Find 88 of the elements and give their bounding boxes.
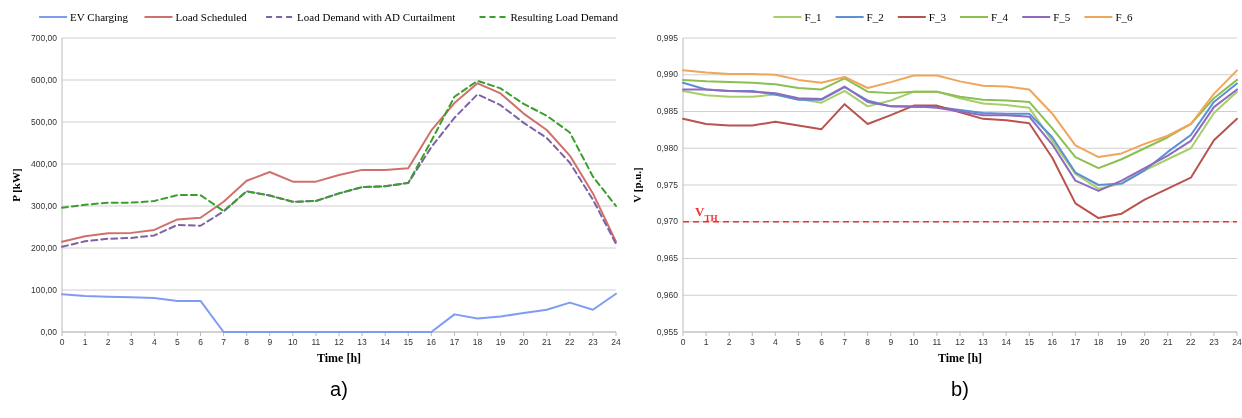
x-tick-label: 4 [772, 337, 778, 347]
y-tick-label: 0,975 [656, 179, 679, 190]
y-tick-label: 0,965 [656, 253, 679, 264]
x-tick-label: 10 [288, 337, 298, 347]
y-tick-label: 0,955 [656, 326, 679, 337]
y-tick-label: 0,985 [656, 106, 679, 117]
legend-label: F_2 [866, 10, 884, 23]
x-tick-label: 13 [978, 337, 989, 347]
x-tick-label: 0 [680, 337, 686, 347]
x-tick-label: 6 [819, 337, 825, 347]
y-tick-label: 0,995 [656, 32, 679, 43]
x-tick-label: 12 [955, 337, 965, 347]
x-tick-label: 18 [1093, 337, 1104, 347]
x-tick-label: 9 [267, 337, 273, 347]
x-tick-label: 1 [82, 337, 88, 347]
legend-label: F_1 [804, 10, 822, 23]
line-series [682, 103, 1238, 220]
x-tick-label: 23 [588, 337, 598, 347]
legend-label: F_5 [1053, 10, 1071, 23]
x-tick-label: 7 [221, 337, 227, 347]
x-tick-label: 20 [1139, 337, 1150, 347]
legend-label: F_4 [991, 10, 1009, 23]
x-tick-label: 15 [403, 337, 414, 347]
legend-label: Load Scheduled [175, 10, 248, 23]
x-tick-label: 2 [105, 337, 111, 347]
x-tick-label: 24 [611, 337, 621, 347]
y-tick-label: 600,00 [31, 74, 58, 85]
legend-label: Resulting Load Demand [510, 10, 619, 23]
x-axis-title: Time [h] [316, 351, 362, 365]
x-tick-label: 19 [1116, 337, 1127, 347]
x-tick-label: 21 [542, 337, 552, 347]
y-tick-label: 300,00 [31, 200, 58, 211]
x-tick-label: 5 [796, 337, 802, 347]
x-axis-title: Time [h] [937, 351, 983, 365]
x-tick-label: 18 [472, 337, 483, 347]
text: b) [951, 378, 969, 400]
y-tick-label: 0,00 [40, 326, 58, 337]
x-tick-label: 11 [311, 337, 321, 347]
x-tick-label: 2 [726, 337, 732, 347]
x-tick-label: 10 [909, 337, 919, 347]
x-tick-label: 15 [1024, 337, 1035, 347]
x-tick-label: 21 [1163, 337, 1173, 347]
legend-label: Load Demand with AD Curtailment [297, 10, 456, 23]
y-tick-label: 0,970 [656, 216, 679, 227]
line-series [682, 69, 1238, 159]
x-tick-label: 9 [888, 337, 894, 347]
x-tick-label: 17 [1070, 337, 1081, 347]
x-tick-label: 14 [380, 337, 391, 347]
x-tick-label: 6 [198, 337, 204, 347]
x-tick-label: 11 [932, 337, 942, 347]
x-tick-label: 14 [1001, 337, 1012, 347]
y-axis-title: V [p.u.] [631, 167, 643, 203]
y-tick-label: 400,00 [31, 158, 58, 169]
x-tick-label: 23 [1209, 337, 1219, 347]
text: a) [330, 378, 348, 400]
x-tick-label: 22 [1186, 337, 1196, 347]
x-tick-label: 24 [1232, 337, 1242, 347]
x-tick-label: 1 [703, 337, 709, 347]
x-tick-label: 5 [175, 337, 181, 347]
y-tick-label: 0,980 [656, 142, 679, 153]
y-tick-label: 0,960 [656, 289, 679, 300]
x-tick-label: 16 [1047, 337, 1058, 347]
x-tick-label: 13 [357, 337, 368, 347]
y-axis-title: P [kW] [10, 168, 22, 202]
y-tick-label: 100,00 [31, 284, 58, 295]
legend-label: EV Charging [70, 10, 129, 23]
x-tick-label: 3 [749, 337, 755, 347]
x-tick-label: 3 [128, 337, 134, 347]
line-series [61, 79, 617, 213]
x-tick-label: 16 [426, 337, 437, 347]
y-tick-label: 0,990 [656, 69, 679, 80]
x-tick-label: 7 [842, 337, 848, 347]
x-tick-label: 19 [495, 337, 506, 347]
line-series [682, 77, 1238, 170]
x-tick-label: 8 [244, 337, 250, 347]
x-tick-label: 22 [565, 337, 575, 347]
legend-label: F_6 [1115, 10, 1134, 23]
legend-label: F_3 [928, 10, 947, 23]
ref-line-label: V$_{TH}$ [695, 203, 718, 223]
x-tick-label: 4 [151, 337, 157, 347]
x-tick-label: 12 [334, 337, 344, 347]
y-tick-label: 700,00 [31, 32, 58, 43]
x-tick-label: 8 [865, 337, 871, 347]
y-tick-label: 200,00 [31, 242, 58, 253]
x-tick-label: 17 [449, 337, 460, 347]
y-tick-label: 500,00 [31, 116, 58, 127]
x-tick-label: 0 [59, 337, 65, 347]
x-tick-label: 20 [518, 337, 529, 347]
